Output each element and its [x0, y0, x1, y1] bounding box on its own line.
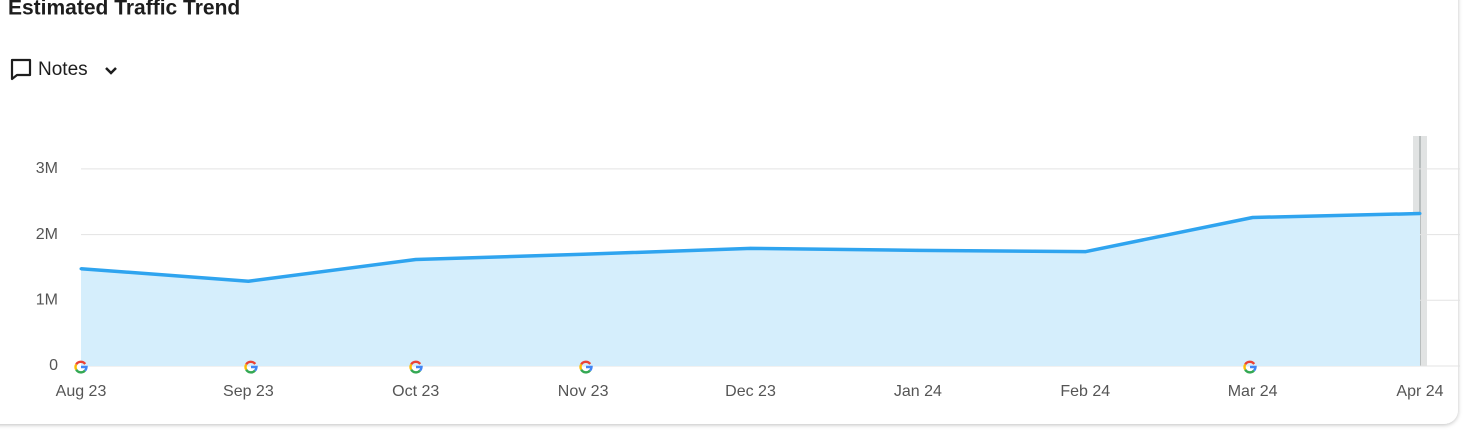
x-tick-label: Apr 24: [1396, 383, 1443, 400]
x-tick-label: Mar 24: [1228, 383, 1278, 400]
y-tick-label: 0: [49, 357, 58, 374]
x-tick-label: Dec 23: [725, 383, 776, 400]
x-tick-label: Aug 23: [56, 383, 107, 400]
notes-button[interactable]: Notes: [10, 58, 117, 81]
y-tick-label: 2M: [36, 226, 58, 243]
point: [246, 279, 250, 283]
point: [1083, 250, 1087, 254]
point: [1418, 212, 1422, 216]
point: [79, 267, 83, 271]
point: [581, 252, 585, 256]
point: [749, 246, 752, 250]
notes-label: Notes: [38, 59, 88, 80]
x-tick-label: Nov 23: [558, 383, 609, 400]
x-tick-label: Feb 24: [1060, 383, 1110, 400]
point: [414, 258, 418, 262]
y-tick-label: 3M: [36, 160, 58, 177]
x-tick-label: Oct 23: [392, 383, 439, 400]
point: [1251, 215, 1255, 219]
point: [916, 248, 920, 252]
chart-title: Estimated Traffic Trend: [8, 0, 240, 20]
chevron: [105, 67, 117, 75]
notes-icon: [10, 58, 32, 81]
y-tick-label: 1M: [36, 292, 58, 309]
x-tick-label: Jan 24: [894, 383, 942, 400]
x-tick-label: Sep 23: [223, 383, 274, 400]
